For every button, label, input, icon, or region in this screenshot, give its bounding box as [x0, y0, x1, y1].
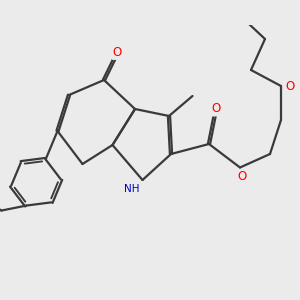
Text: O: O: [237, 170, 247, 183]
Text: O: O: [212, 103, 220, 116]
Text: O: O: [113, 46, 122, 59]
Text: O: O: [285, 80, 295, 92]
Text: NH: NH: [124, 184, 139, 194]
